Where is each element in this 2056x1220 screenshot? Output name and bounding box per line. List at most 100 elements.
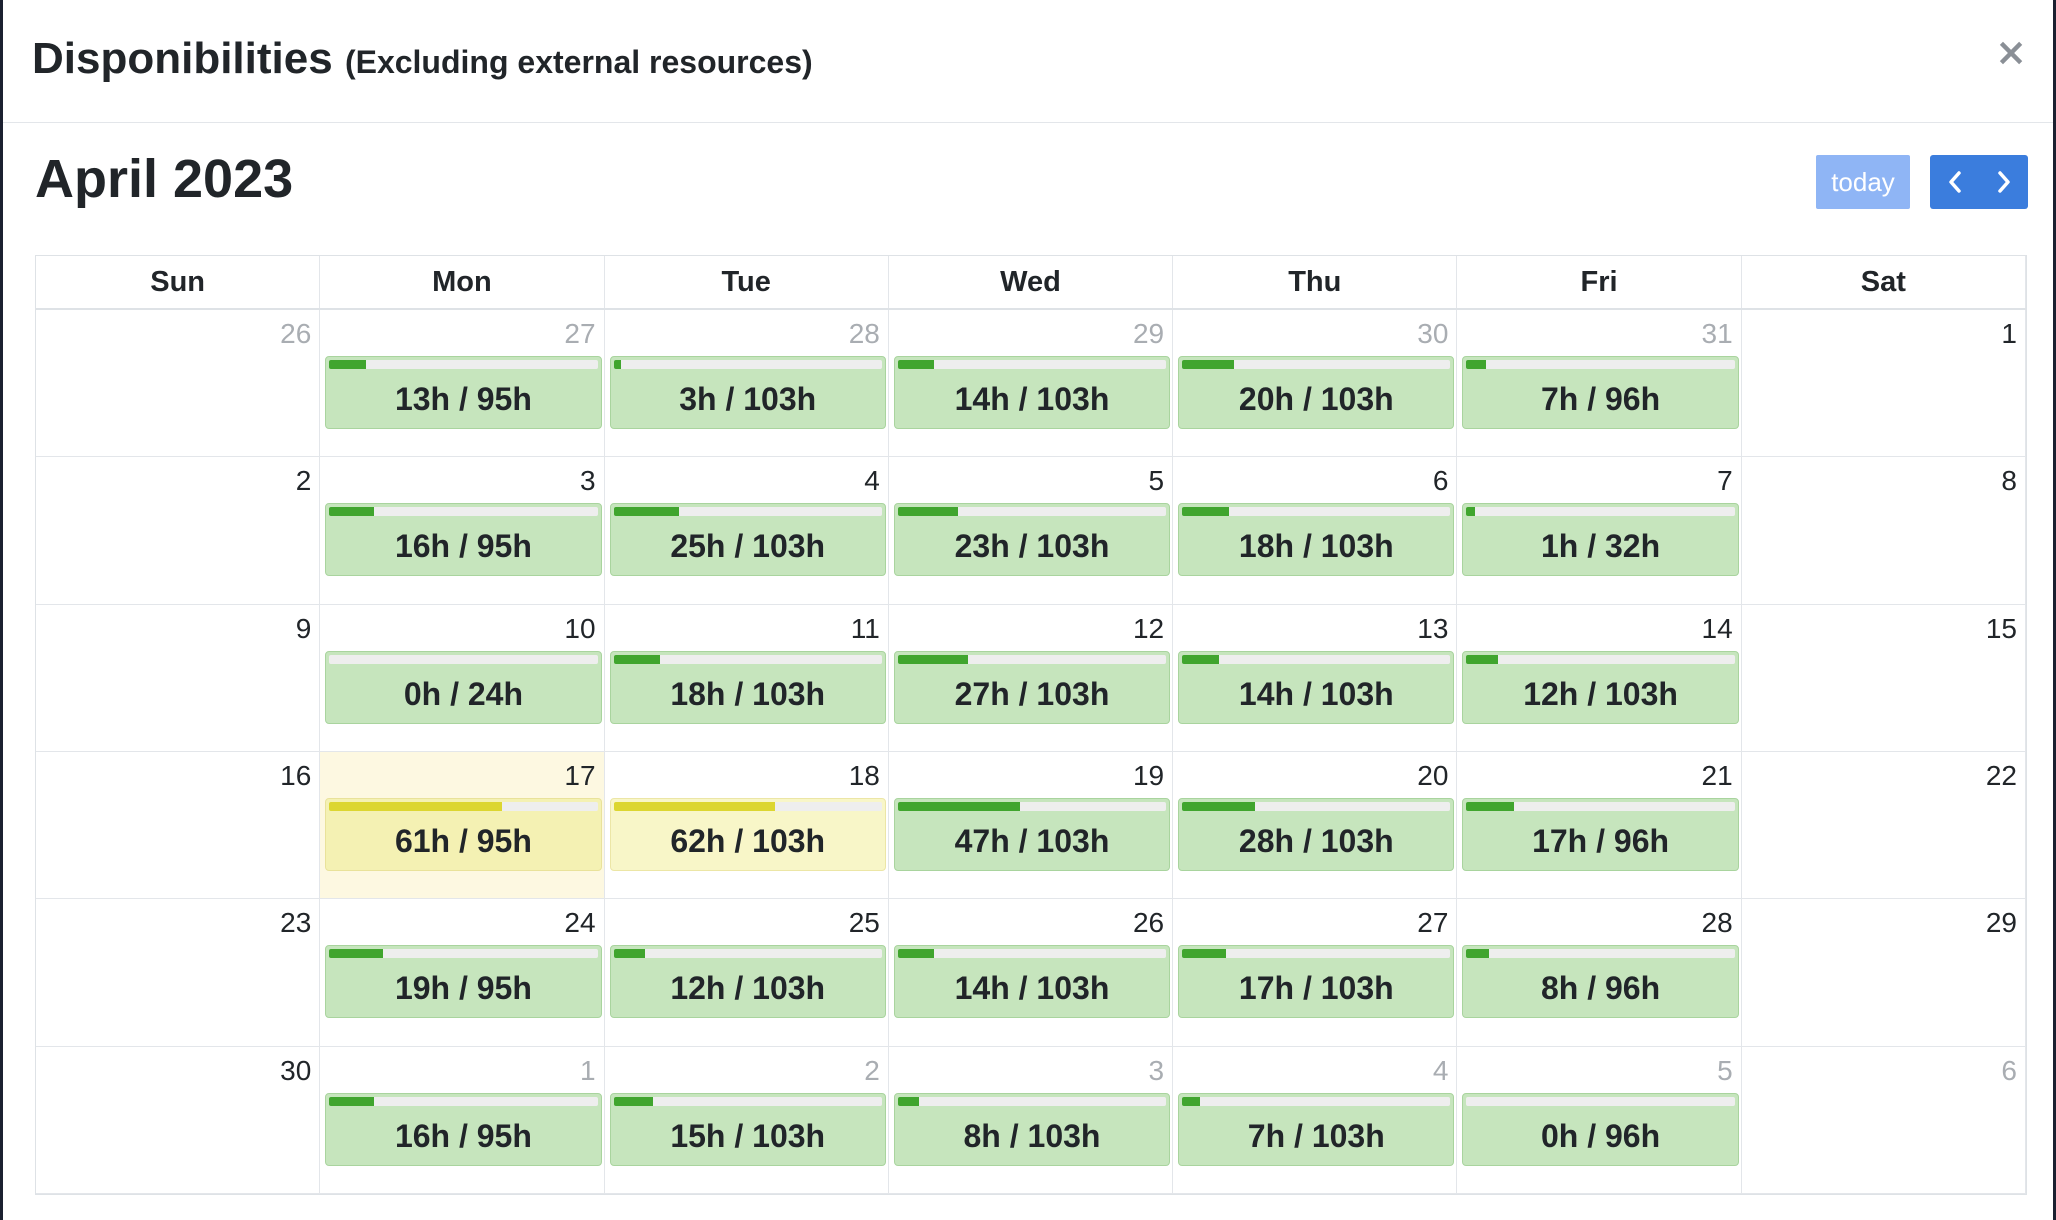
availability-event[interactable]: 17h / 103h: [1178, 945, 1455, 1019]
day-cell[interactable]: 31 7h / 96h: [1457, 310, 1742, 458]
availability-event[interactable]: 62h / 103h: [609, 798, 886, 871]
day-cell[interactable]: 10 0h / 24h: [320, 604, 605, 752]
day-cell[interactable]: 28 3h / 103h: [604, 310, 889, 458]
day-number[interactable]: 24: [564, 907, 596, 939]
day-cell[interactable]: 7 1h / 32h: [1457, 457, 1742, 605]
availability-event[interactable]: 7h / 103h: [1178, 1092, 1455, 1166]
day-number[interactable]: 6: [2001, 1054, 2017, 1086]
availability-event[interactable]: 47h / 103h: [893, 798, 1171, 871]
availability-event[interactable]: 1h / 32h: [1462, 503, 1739, 577]
day-cell[interactable]: 5 0h / 96h: [1457, 1046, 1742, 1194]
day-cell[interactable]: 8: [1741, 457, 2026, 605]
day-cell[interactable]: 23: [36, 899, 321, 1047]
day-cell[interactable]: 1 16h / 95h: [320, 1046, 605, 1194]
availability-event[interactable]: 18h / 103h: [1178, 503, 1455, 577]
day-number[interactable]: 2: [864, 1054, 880, 1086]
availability-event[interactable]: 0h / 24h: [325, 650, 602, 724]
day-cell[interactable]: 28 8h / 96h: [1457, 899, 1742, 1047]
day-cell[interactable]: 30 20h / 103h: [1173, 310, 1458, 458]
day-number[interactable]: 22: [1985, 760, 2017, 791]
day-number[interactable]: 17: [564, 760, 596, 791]
availability-event[interactable]: 16h / 95h: [325, 503, 602, 577]
day-number[interactable]: 30: [280, 1054, 312, 1086]
day-cell[interactable]: 30: [36, 1046, 321, 1194]
day-number[interactable]: 10: [564, 612, 596, 644]
day-number[interactable]: 11: [850, 612, 880, 644]
day-cell[interactable]: 25 12h / 103h: [604, 899, 889, 1047]
day-number[interactable]: 27: [564, 318, 596, 349]
day-number[interactable]: 27: [1417, 907, 1449, 939]
day-cell[interactable]: 5 23h / 103h: [888, 457, 1174, 605]
availability-event[interactable]: 61h / 95h: [325, 798, 602, 871]
day-number[interactable]: 28: [1701, 907, 1733, 939]
availability-event[interactable]: 18h / 103h: [609, 650, 886, 724]
day-cell[interactable]: 13 14h / 103h: [1173, 604, 1458, 752]
day-number[interactable]: 26: [280, 318, 312, 349]
day-number[interactable]: 29: [1132, 318, 1165, 349]
day-cell[interactable]: 27 17h / 103h: [1173, 899, 1458, 1047]
day-cell[interactable]: 22: [1741, 752, 2026, 900]
day-cell[interactable]: 20 28h / 103h: [1173, 752, 1458, 900]
day-cell[interactable]: 26 14h / 103h: [888, 899, 1174, 1047]
day-cell[interactable]: 4 25h / 103h: [604, 457, 889, 605]
day-number[interactable]: 30: [1417, 318, 1449, 349]
availability-event[interactable]: 13h / 95h: [325, 356, 602, 429]
day-cell[interactable]: 6 18h / 103h: [1173, 457, 1458, 605]
day-number[interactable]: 19: [1132, 760, 1165, 791]
day-cell[interactable]: 27 13h / 95h: [320, 310, 605, 458]
day-cell[interactable]: 14 12h / 103h: [1457, 604, 1742, 752]
day-cell[interactable]: 4 7h / 103h: [1173, 1046, 1458, 1194]
availability-event[interactable]: 15h / 103h: [609, 1092, 886, 1166]
day-number[interactable]: 18: [848, 760, 880, 791]
day-number[interactable]: 28: [848, 318, 880, 349]
day-cell[interactable]: 19 47h / 103h: [888, 752, 1174, 900]
day-cell[interactable]: 1: [1741, 310, 2026, 458]
day-number[interactable]: 5: [1717, 1054, 1733, 1086]
availability-event[interactable]: 14h / 103h: [1178, 650, 1455, 724]
day-cell[interactable]: 11 18h / 103h: [604, 604, 889, 752]
day-number[interactable]: 4: [1432, 1054, 1449, 1086]
availability-event[interactable]: 7h / 96h: [1462, 356, 1739, 429]
day-number[interactable]: 29: [1985, 907, 2017, 939]
day-cell[interactable]: 29: [1741, 899, 2026, 1047]
close-button[interactable]: ×: [1989, 28, 2033, 76]
availability-event[interactable]: 16h / 95h: [325, 1092, 602, 1166]
day-cell[interactable]: 17 61h / 95h: [320, 752, 605, 900]
today-button[interactable]: today: [1816, 155, 1910, 209]
availability-event[interactable]: 17h / 96h: [1462, 798, 1739, 871]
day-cell[interactable]: 24 19h / 95h: [320, 899, 605, 1047]
day-cell[interactable]: 18 62h / 103h: [604, 752, 889, 900]
day-number[interactable]: 23: [280, 907, 312, 939]
day-number[interactable]: 4: [864, 465, 880, 497]
day-cell[interactable]: 3 8h / 103h: [888, 1046, 1174, 1194]
day-cell[interactable]: 2 15h / 103h: [604, 1046, 889, 1194]
day-cell[interactable]: 21 17h / 96h: [1457, 752, 1742, 900]
availability-event[interactable]: 3h / 103h: [609, 356, 886, 429]
day-cell[interactable]: 26: [36, 310, 321, 458]
availability-event[interactable]: 14h / 103h: [893, 356, 1171, 429]
day-number[interactable]: 26: [1132, 907, 1165, 939]
availability-event[interactable]: 8h / 96h: [1462, 945, 1739, 1019]
day-number[interactable]: 21: [1701, 760, 1733, 791]
day-number[interactable]: 1: [579, 1054, 596, 1086]
availability-event[interactable]: 23h / 103h: [893, 503, 1171, 577]
day-number[interactable]: 7: [1717, 465, 1733, 497]
availability-event[interactable]: 27h / 103h: [893, 650, 1171, 724]
day-cell[interactable]: 9: [36, 604, 321, 752]
day-number[interactable]: 6: [1432, 465, 1449, 497]
day-number[interactable]: 12: [1132, 612, 1165, 644]
day-number[interactable]: 3: [579, 465, 596, 497]
availability-event[interactable]: 12h / 103h: [609, 945, 886, 1019]
day-number[interactable]: 14: [1701, 612, 1733, 644]
day-number[interactable]: 5: [1148, 465, 1165, 497]
availability-event[interactable]: 19h / 95h: [325, 945, 602, 1019]
availability-event[interactable]: 20h / 103h: [1178, 356, 1455, 429]
day-number[interactable]: 20: [1417, 760, 1449, 791]
day-cell[interactable]: 15: [1741, 604, 2026, 752]
day-cell[interactable]: 6: [1741, 1046, 2026, 1194]
availability-event[interactable]: 28h / 103h: [1178, 798, 1455, 871]
day-number[interactable]: 16: [280, 760, 312, 791]
availability-event[interactable]: 14h / 103h: [893, 945, 1171, 1019]
day-number[interactable]: 9: [295, 612, 312, 644]
day-number[interactable]: 15: [1985, 612, 2017, 644]
